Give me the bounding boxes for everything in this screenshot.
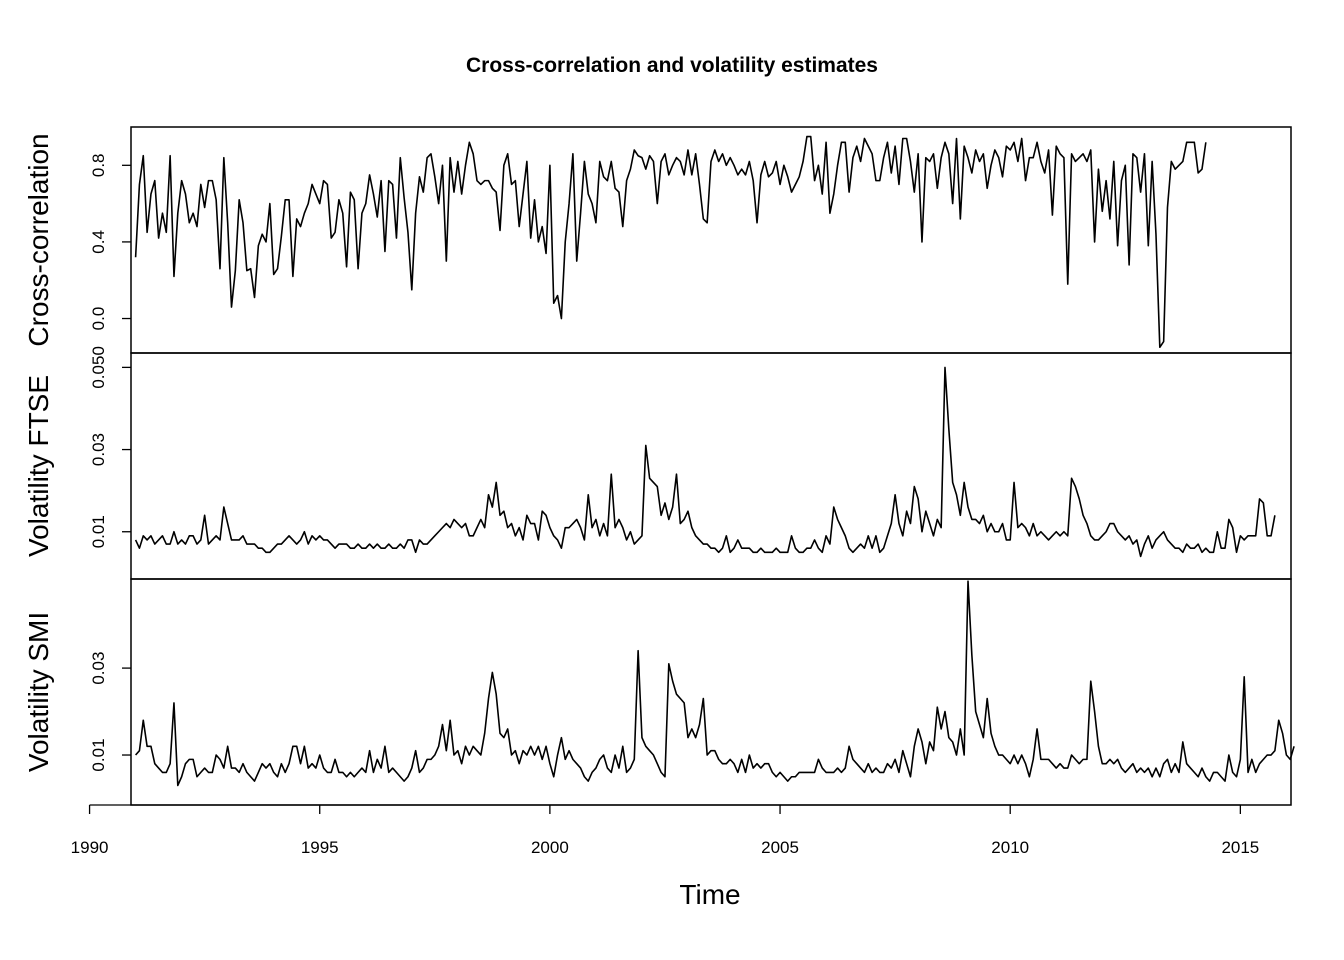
y-axis-label: Volatility SMI bbox=[23, 612, 54, 772]
y-tick-label: 0.050 bbox=[89, 346, 108, 389]
y-axis-label: Cross-correlation bbox=[23, 133, 54, 346]
y-tick-label: 0.8 bbox=[89, 153, 108, 177]
x-tick-label: 1990 bbox=[71, 838, 109, 857]
x-axis-label: Time bbox=[679, 879, 740, 910]
panel-volatility-ftse: 0.01 0.03 0.050 Volatility FTSE bbox=[23, 346, 1292, 580]
y-axis-label: Volatility FTSE bbox=[23, 375, 54, 557]
y-tick-label: 0.01 bbox=[89, 738, 108, 771]
series-line-cross-correlation bbox=[134, 135, 1207, 349]
panels: 0.0 0.4 0.8 Cross-correlation 0.01 0.03 0.050 V… bbox=[23, 126, 1295, 806]
y-tick-label: 0.01 bbox=[89, 515, 108, 548]
panel-frame bbox=[130, 352, 1292, 580]
panel-volatility-smi: 0.01 0.03 Volatility SMI bbox=[23, 578, 1295, 806]
series-line-volatility-smi bbox=[135, 580, 1295, 787]
x-tick-label: 2015 bbox=[1221, 838, 1259, 857]
panel-cross-correlation: 0.0 0.4 0.8 Cross-correlation bbox=[23, 126, 1292, 354]
x-tick-label: 1995 bbox=[301, 838, 339, 857]
y-tick-label: 0.4 bbox=[89, 230, 108, 254]
series-line-volatility-ftse bbox=[134, 366, 1276, 558]
x-tick-label: 2000 bbox=[531, 838, 569, 857]
x-axis: 1990 1995 2000 2005 2010 2015 bbox=[71, 804, 1259, 857]
panel-frame bbox=[130, 578, 1292, 806]
chart-title: Cross-correlation and volatility estimat… bbox=[466, 54, 878, 77]
x-tick-label: 2005 bbox=[761, 838, 799, 857]
y-tick-label: 0.03 bbox=[89, 652, 108, 685]
y-tick-label: 0.0 bbox=[89, 307, 108, 331]
x-tick-label: 2010 bbox=[991, 838, 1029, 857]
y-tick-label: 0.03 bbox=[89, 433, 108, 466]
